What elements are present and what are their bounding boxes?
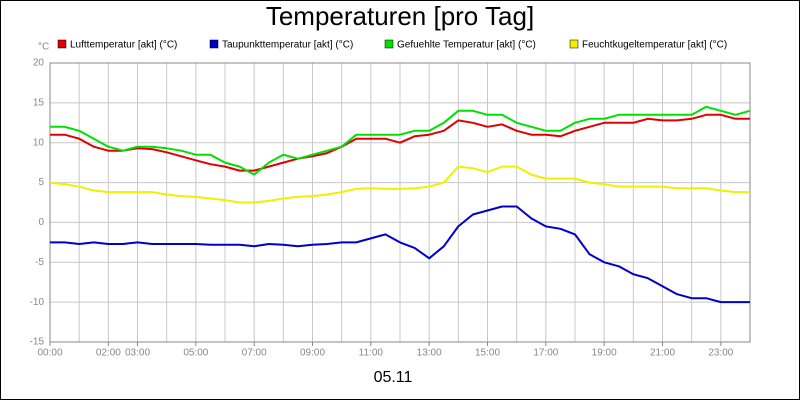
legend-label: Feuchtkugeltemperatur [akt] (°C): [582, 40, 727, 51]
x-tick-label: 11:00: [359, 348, 384, 359]
legend-swatch: [384, 39, 394, 49]
x-tick-label: 02:00: [96, 348, 121, 359]
x-tick-label: 21:00: [650, 348, 675, 359]
x-tick-label: 00:00: [37, 348, 62, 359]
legend-label: Lufttemperatur [akt] (°C): [70, 40, 177, 51]
x-tick-label: 03:00: [125, 348, 150, 359]
x-label: 05.11: [374, 369, 413, 386]
y-tick-label: 5: [38, 177, 44, 188]
legend-swatch: [569, 39, 579, 49]
plot-border: [49, 62, 751, 343]
y-unit: °C: [38, 42, 49, 53]
x-tick-label: 07:00: [242, 348, 267, 359]
chart-title: Temperaturen [pro Tag]: [266, 1, 534, 31]
legend-swatch: [209, 39, 219, 49]
series-line: [50, 205, 750, 304]
y-tick-label: -5: [35, 257, 44, 268]
x-tick-label: 17:00: [533, 348, 558, 359]
series-line: [50, 105, 751, 176]
x-tick-label: 05:00: [183, 348, 208, 359]
y-tick-label: 15: [33, 97, 45, 108]
x-tick-label: 15:00: [475, 348, 500, 359]
x-tick-label: 09:00: [300, 348, 325, 359]
x-tick-label: 19:00: [592, 348, 617, 359]
x-tick-label: 23:00: [708, 348, 733, 359]
legend-label: Taupunkttemperatur [akt] (°C): [222, 40, 353, 51]
y-tick-label: 0: [38, 217, 44, 228]
series-line: [49, 165, 750, 204]
y-tick-label: -10: [30, 297, 45, 308]
series-line: [50, 113, 750, 172]
legend-swatch: [57, 39, 67, 49]
y-tick-label: 20: [33, 58, 45, 69]
x-tick-label: 13:00: [417, 348, 442, 359]
y-tick-label: -15: [30, 337, 45, 348]
y-tick-label: 10: [33, 137, 45, 148]
legend-label: Gefuehlte Temperatur [akt] (°C): [397, 40, 536, 51]
